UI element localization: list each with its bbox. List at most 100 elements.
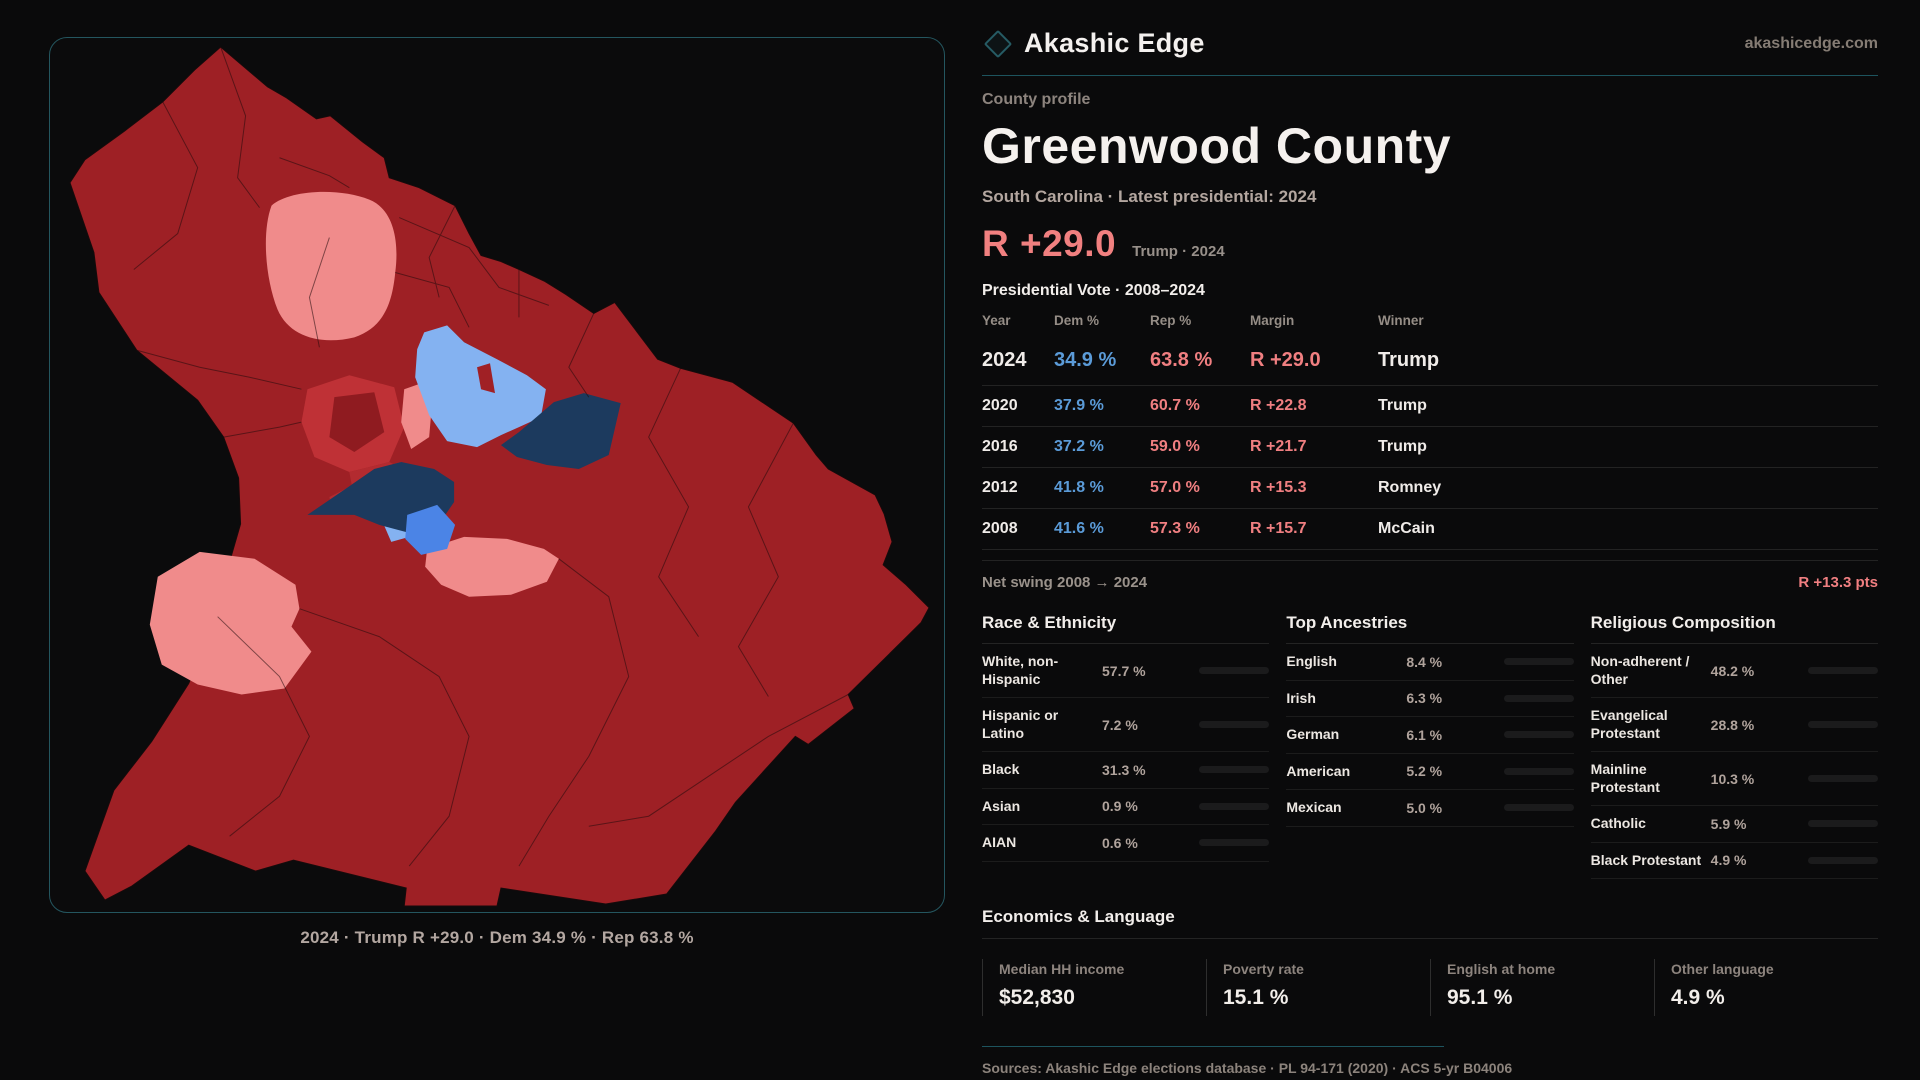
stat-row: Black 31.3 % xyxy=(982,752,1270,789)
stat-row: AIAN 0.6 % xyxy=(982,825,1270,862)
table-row: 2024 34.9 % 63.8 % R +29.0 Trump xyxy=(982,336,1878,385)
cell-rep: 59.0 % xyxy=(1150,438,1200,455)
net-swing-label: Net swing 2008 → 2024 xyxy=(982,574,1148,591)
cell-rep: 63.8 % xyxy=(1150,349,1213,371)
stat-value: 4.9 % xyxy=(1710,852,1747,869)
cell-margin: R +15.3 xyxy=(1250,479,1307,496)
metric-value: 4.9 % xyxy=(1671,986,1725,1009)
county-map-panel xyxy=(49,37,945,913)
cell-year: 2024 xyxy=(982,349,1027,371)
stat-label: Catholic xyxy=(1590,815,1646,831)
cell-dem: 34.9 % xyxy=(1054,349,1117,371)
stat-bar xyxy=(1808,820,1878,828)
stat-bar xyxy=(1808,667,1878,674)
stat-label: American xyxy=(1286,762,1351,779)
stat-row: Mainline Protestant 10.3 % xyxy=(1590,752,1878,806)
stat-row: Irish 6.3 % xyxy=(1286,681,1574,717)
cell-dem: 41.8 % xyxy=(1054,479,1104,496)
stat-label: White, non-Hispanic xyxy=(982,653,1059,687)
eyebrow-label: County profile xyxy=(982,91,1091,108)
cell-winner: Trump xyxy=(1378,438,1427,455)
table-row: 2020 37.9 % 60.7 % R +22.8 Trump xyxy=(982,385,1878,426)
stats-grid: Race & Ethnicity White, non-Hispanic 57.… xyxy=(982,613,1878,879)
cell-winner: Trump xyxy=(1378,397,1427,414)
stat-bar xyxy=(1199,667,1270,674)
net-swing-value: R +13.3 pts xyxy=(1798,574,1878,591)
precinct-lean-rep xyxy=(265,191,397,341)
col-year: Year xyxy=(982,313,1011,328)
footer: Sources: Akashic Edge elections database… xyxy=(982,1046,1878,1080)
stat-label: Black xyxy=(982,761,1020,777)
cell-dem: 37.9 % xyxy=(1054,397,1104,414)
footer-divider xyxy=(982,1046,1444,1047)
stat-value: 5.9 % xyxy=(1710,815,1747,832)
precinct-red-notch xyxy=(477,363,496,394)
stat-value: 48.2 % xyxy=(1710,662,1755,679)
stat-label: Non-adherent / Other xyxy=(1590,653,1690,687)
stat-bar xyxy=(1503,694,1574,702)
stat-label: AIAN xyxy=(982,834,1017,850)
stat-bar xyxy=(1808,856,1878,864)
page-title: Greenwood County xyxy=(982,118,1452,174)
brand-domain-link[interactable]: akashicedge.com xyxy=(1744,34,1878,52)
stat-row: American 5.2 % xyxy=(1286,754,1574,790)
precinct-dem xyxy=(405,504,456,555)
table-row: 2008 41.6 % 57.3 % R +15.7 McCain xyxy=(982,508,1878,549)
cell-year: 2012 xyxy=(982,479,1018,496)
county-shape xyxy=(69,46,930,907)
precinct-lean-rep xyxy=(425,536,559,597)
stat-value: 10.3 % xyxy=(1710,770,1755,787)
stat-row: Hispanic or Latino 7.2 % xyxy=(982,698,1270,752)
stat-bar xyxy=(1199,721,1270,728)
stat-label: English xyxy=(1286,653,1337,669)
stat-value: 7.2 % xyxy=(1102,716,1138,733)
cell-margin: R +21.7 xyxy=(1250,438,1307,455)
stat-bar xyxy=(1503,804,1574,812)
stat-label: German xyxy=(1286,726,1340,742)
page-subtitle: South Carolina · Latest presidential: 20… xyxy=(982,187,1317,206)
metric-label: English at home xyxy=(1447,961,1556,977)
map-caption: 2024 · Trump R +29.0 · Dem 34.9 % · Rep … xyxy=(300,928,694,947)
cell-year: 2016 xyxy=(982,438,1018,455)
cell-winner: McCain xyxy=(1378,520,1435,537)
stat-label: Hispanic or Latino xyxy=(982,707,1059,741)
stat-value: 0.9 % xyxy=(1102,798,1138,815)
stat-bar xyxy=(1503,731,1574,739)
stat-bar xyxy=(1503,658,1574,666)
headline-margin-block: R +29.0 Trump · 2024 xyxy=(982,223,1878,265)
stat-value: 28.8 % xyxy=(1710,716,1755,733)
presidential-vote-table: Year Dem % Rep % Margin Winner 2024 34.9… xyxy=(982,304,1878,550)
cell-winner: Trump xyxy=(1378,349,1440,371)
col-margin: Margin xyxy=(1250,313,1295,328)
stat-value: 0.6 % xyxy=(1102,834,1138,851)
metric-label: Poverty rate xyxy=(1223,961,1304,977)
county-profile-panel: Akashic Edge akashicedge.com County prof… xyxy=(982,28,1878,1080)
stat-row: Black Protestant 4.9 % xyxy=(1590,843,1878,879)
stat-label: Mainline Protestant xyxy=(1590,761,1660,795)
stat-row: White, non-Hispanic 57.7 % xyxy=(982,644,1270,698)
stat-bar xyxy=(1808,775,1878,782)
precinct-lean-rep xyxy=(149,551,312,695)
religion-title: Religious Composition xyxy=(1590,613,1878,644)
ancestries-column: Top Ancestries English 8.4 % Irish 6.3 %… xyxy=(1286,613,1574,879)
stat-label: Asian xyxy=(982,797,1021,814)
col-winner: Winner xyxy=(1378,313,1424,328)
table-row: 2016 37.2 % 59.0 % R +21.7 Trump xyxy=(982,426,1878,467)
headline-margin-value: R +29.0 xyxy=(982,223,1117,264)
cell-dem: 37.2 % xyxy=(1054,438,1104,455)
stat-label: Irish xyxy=(1286,689,1316,706)
race-title: Race & Ethnicity xyxy=(982,613,1270,644)
cell-dem: 41.6 % xyxy=(1054,520,1104,537)
stat-bar xyxy=(1199,766,1270,774)
stat-value: 5.0 % xyxy=(1406,799,1443,816)
economics-title: Economics & Language xyxy=(982,907,1878,939)
stat-value: 6.1 % xyxy=(1406,726,1443,743)
stat-bar xyxy=(1808,721,1878,728)
stat-label: Mexican xyxy=(1286,799,1342,815)
stat-row: Mexican 5.0 % xyxy=(1286,790,1574,827)
stat-bar xyxy=(1199,802,1270,810)
brand-diamond-icon xyxy=(983,29,1013,58)
brand-name: Akashic Edge xyxy=(1024,28,1205,58)
stat-label: Black Protestant xyxy=(1590,851,1702,868)
cell-margin: R +29.0 xyxy=(1250,349,1321,371)
